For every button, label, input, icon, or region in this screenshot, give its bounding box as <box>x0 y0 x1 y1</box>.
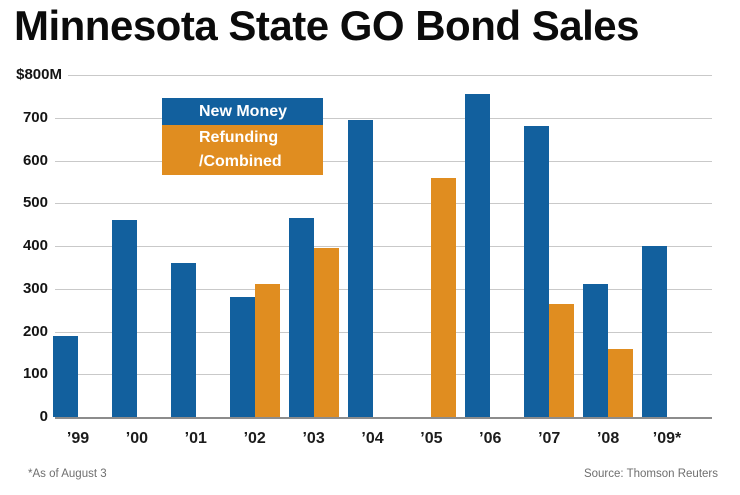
new-money-bar-00 <box>111 220 137 417</box>
x-tick-label: ’04 <box>361 430 384 447</box>
x-tick-label: ’03 <box>302 430 325 447</box>
legend: New Money Refunding /Combined <box>162 98 323 175</box>
chart-title: Minnesota State GO Bond Sales <box>14 2 639 49</box>
gridline <box>55 374 712 376</box>
x-axis-line <box>55 417 712 419</box>
bar-slot <box>549 303 575 417</box>
bar-slot <box>608 348 634 417</box>
new-money-bar-07 <box>524 126 550 417</box>
plot-area <box>53 75 712 419</box>
y-tick-label: 400 <box>22 237 48 254</box>
x-tick-label: ’09* <box>652 430 682 447</box>
y-tick-label: $800M <box>16 66 62 83</box>
gridline <box>55 288 712 290</box>
bar-slot <box>313 248 339 417</box>
bar-group-05 <box>406 177 457 417</box>
bar-slot <box>254 284 280 417</box>
y-tick-label: 700 <box>22 108 48 126</box>
x-tick-label: ’08 <box>596 430 620 447</box>
y-tick-label: 300 <box>22 279 48 297</box>
bar-group-01 <box>170 263 221 417</box>
bar-slot <box>465 94 491 417</box>
x-tick-label: ’06 <box>479 430 502 447</box>
refunding-bar-08 <box>608 348 634 417</box>
new-money-bar-01 <box>170 263 196 417</box>
bar-group-04 <box>347 119 398 417</box>
bar-group-03 <box>288 218 339 417</box>
bar-slot <box>229 297 255 417</box>
y-tick-label: 100 <box>22 365 48 383</box>
bar-slot <box>53 335 78 417</box>
gridline <box>55 160 712 162</box>
gridline <box>55 117 712 119</box>
bar-slot <box>524 126 550 417</box>
refunding-bar-03 <box>313 248 339 417</box>
y-tick-label: 600 <box>22 151 48 169</box>
bar-slot <box>642 246 667 417</box>
bar-slot <box>583 284 609 417</box>
gridline <box>55 246 712 247</box>
source-credit: Source: Thomson Reuters <box>583 468 718 480</box>
x-tick-label: ’05 <box>420 430 443 447</box>
new-money-bar-06 <box>465 94 491 417</box>
y-tick-label: 0 <box>39 408 48 425</box>
new-money-bar-09 <box>642 246 667 417</box>
bar-group-09 <box>642 246 692 417</box>
bar-slot <box>431 177 457 417</box>
gridline <box>68 75 712 76</box>
bar-group-00 <box>111 220 162 417</box>
legend-item-refunding-combined: Refunding /Combined <box>162 125 323 175</box>
gridline <box>55 203 712 205</box>
new-money-bar-08 <box>583 284 609 417</box>
bar-slot <box>347 119 373 417</box>
x-tick-label: ’00 <box>125 430 149 447</box>
y-tick-label: 500 <box>22 194 48 212</box>
x-tick-label: ’01 <box>184 430 207 447</box>
x-tick-label: ’02 <box>243 430 266 447</box>
legend-item-new-money: New Money <box>162 98 323 125</box>
bar-group-07 <box>524 126 575 417</box>
bar-slot <box>111 220 137 417</box>
gridline <box>55 331 712 333</box>
y-tick-label: 200 <box>22 322 48 340</box>
bar-group-99 <box>53 335 103 417</box>
refunding-bar-02 <box>254 284 280 417</box>
new-money-bar-03 <box>288 218 314 417</box>
x-tick-label: ’07 <box>538 430 561 447</box>
bar-group-02 <box>229 284 280 417</box>
new-money-bar-04 <box>347 119 373 417</box>
bar-group-06 <box>465 94 515 417</box>
new-money-bar-02 <box>229 297 255 417</box>
refunding-bar-07 <box>549 303 575 417</box>
bar-slot <box>288 218 314 417</box>
bar-slot <box>170 263 196 417</box>
x-tick-label: ’99 <box>66 430 90 447</box>
footnote: *As of August 3 <box>28 468 107 480</box>
bar-group-08 <box>583 284 634 417</box>
new-money-bar-99 <box>53 335 78 417</box>
refunding-bar-05 <box>431 177 457 417</box>
